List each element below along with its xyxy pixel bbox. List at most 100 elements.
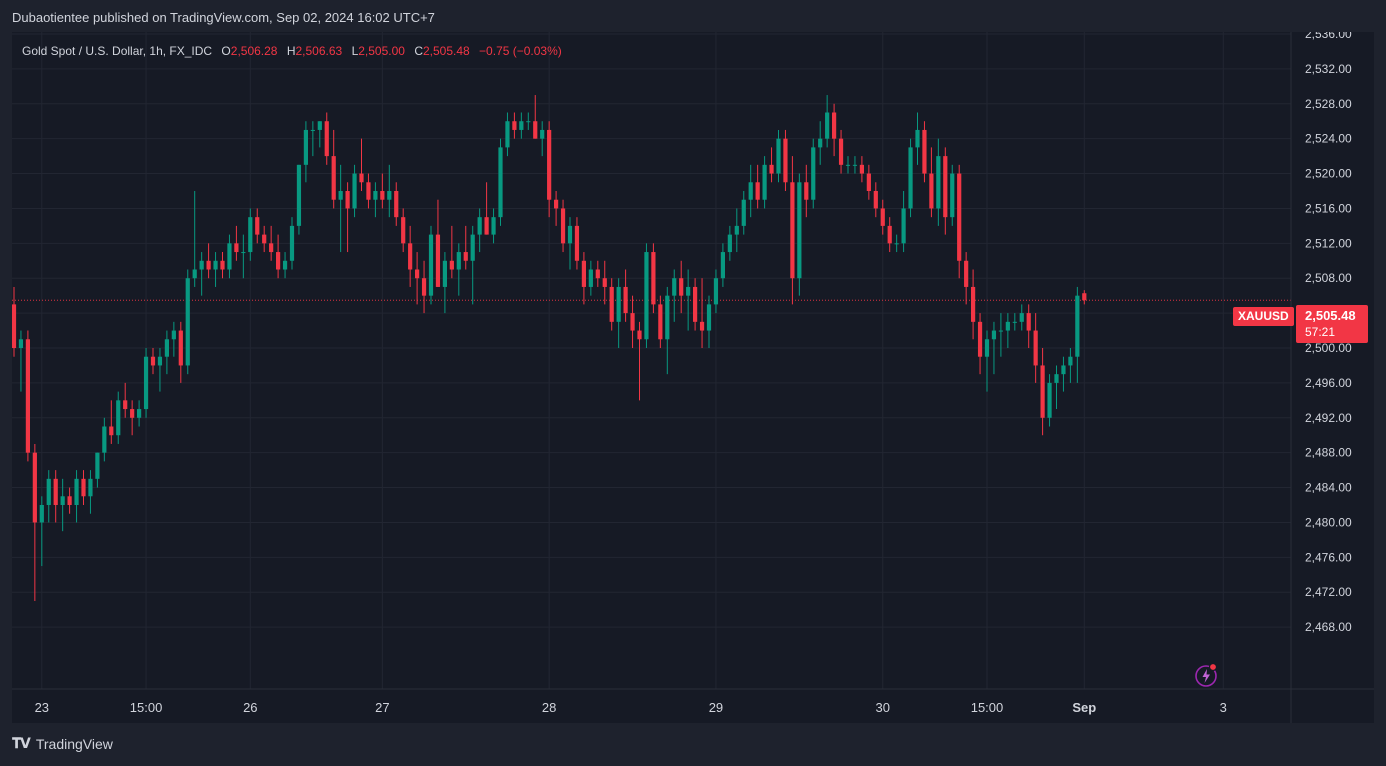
candle-down [449, 225, 454, 279]
candle-body [741, 199, 746, 226]
price-tick-label: 2,532.00 [1305, 62, 1352, 76]
candle-down [366, 173, 371, 209]
candle-body [373, 191, 378, 200]
candle-down [554, 191, 559, 226]
price-tick-label: 2,528.00 [1305, 97, 1352, 111]
candle-body [991, 330, 997, 340]
candle-up [644, 243, 649, 348]
symbol-description: Gold Spot / U.S. Dollar, 1h, FX_IDC [22, 44, 213, 58]
candle-body [435, 234, 441, 287]
candle-down [866, 164, 871, 200]
candle-up [95, 452, 100, 488]
candle-down [130, 400, 135, 436]
candle-body [498, 147, 503, 218]
price-axis: 2,468.00 2,472.00 2,476.00 2,480.00 2,484.00… [1290, 32, 1352, 723]
candle-body [790, 182, 795, 279]
candle-down [609, 278, 614, 331]
candle-down [408, 225, 413, 287]
candle-body [825, 112, 830, 139]
tradingview-logo[interactable]: 𝐓V TradingView [12, 736, 113, 752]
candle-body [123, 400, 128, 410]
candle-body [102, 426, 107, 453]
candle-body [116, 400, 121, 436]
candle-body [984, 339, 990, 357]
candle-body [296, 164, 302, 226]
candle-up [428, 225, 434, 305]
candle-up [213, 252, 218, 287]
candle-down [512, 112, 517, 139]
candle-up [908, 138, 913, 218]
candle-body [804, 182, 809, 200]
candle-body [282, 260, 288, 270]
candle-body [415, 269, 420, 279]
candle-up [164, 330, 169, 375]
chart-area[interactable]: 2,468.00 2,472.00 2,476.00 2,480.00 2,484.00… [12, 32, 1374, 723]
price-tick-label: 2,508.00 [1305, 271, 1352, 285]
candle-up [46, 470, 51, 523]
candle-body [811, 147, 816, 200]
candle-up [825, 95, 830, 148]
bolt-icon[interactable] [1194, 662, 1220, 688]
candle-body [547, 129, 552, 200]
candle-down [394, 182, 399, 226]
candle-body [776, 138, 781, 174]
candlestick-chart[interactable]: 2,468.00 2,472.00 2,476.00 2,480.00 2,484.00… [12, 32, 1374, 723]
candle-body [588, 269, 593, 287]
candle-body [185, 278, 190, 366]
candle-body [720, 252, 725, 279]
candle-up [456, 243, 461, 296]
candle-body [755, 182, 760, 200]
candle-body [88, 478, 93, 497]
candle-body [964, 260, 969, 287]
time-tick-label: 27 [375, 700, 389, 715]
candle-up [352, 164, 357, 218]
candle-body [53, 478, 58, 505]
candle-body [929, 173, 934, 209]
candle-up [470, 225, 475, 305]
candle-up [1019, 304, 1024, 331]
candle-down [1026, 304, 1031, 348]
candle-body [12, 304, 17, 348]
candle-body [797, 182, 802, 279]
candle-down [887, 217, 892, 253]
candle-body [859, 164, 864, 174]
candle-down [123, 382, 128, 418]
price-tick-label: 2,488.00 [1305, 446, 1352, 460]
candle-down [929, 147, 934, 218]
candle-body [157, 356, 163, 366]
candle-up [616, 278, 621, 348]
candle-body [394, 191, 399, 218]
candle-down [769, 147, 774, 183]
candle-body [971, 286, 976, 322]
candle-up [137, 400, 142, 427]
brand-name: TradingView [35, 736, 113, 752]
candle-body [936, 156, 941, 209]
candle-down [804, 164, 809, 218]
candle-down [595, 260, 600, 287]
candle-up [672, 269, 677, 322]
candle-up [185, 269, 190, 375]
candle-down [421, 260, 427, 314]
candle-down [574, 217, 580, 270]
candle-down [971, 269, 976, 340]
candle-up [1061, 356, 1066, 392]
candle-body [630, 313, 635, 331]
candle-body [74, 478, 79, 505]
candle-up [248, 208, 253, 261]
candle-up [317, 121, 322, 148]
candle-up [852, 156, 858, 174]
candle-up [991, 321, 997, 375]
candle-body [838, 138, 844, 165]
candle-body [408, 243, 413, 270]
candle-down [178, 321, 183, 383]
candle-down [581, 252, 586, 305]
candle-body [658, 304, 663, 340]
candle-up [289, 217, 295, 270]
candle-body [1082, 293, 1087, 301]
candle-body [894, 243, 899, 245]
candle-up [797, 173, 802, 296]
candle-up [720, 243, 725, 287]
candle-down [922, 121, 927, 183]
candle-down [533, 95, 538, 139]
candle-body [637, 330, 642, 340]
